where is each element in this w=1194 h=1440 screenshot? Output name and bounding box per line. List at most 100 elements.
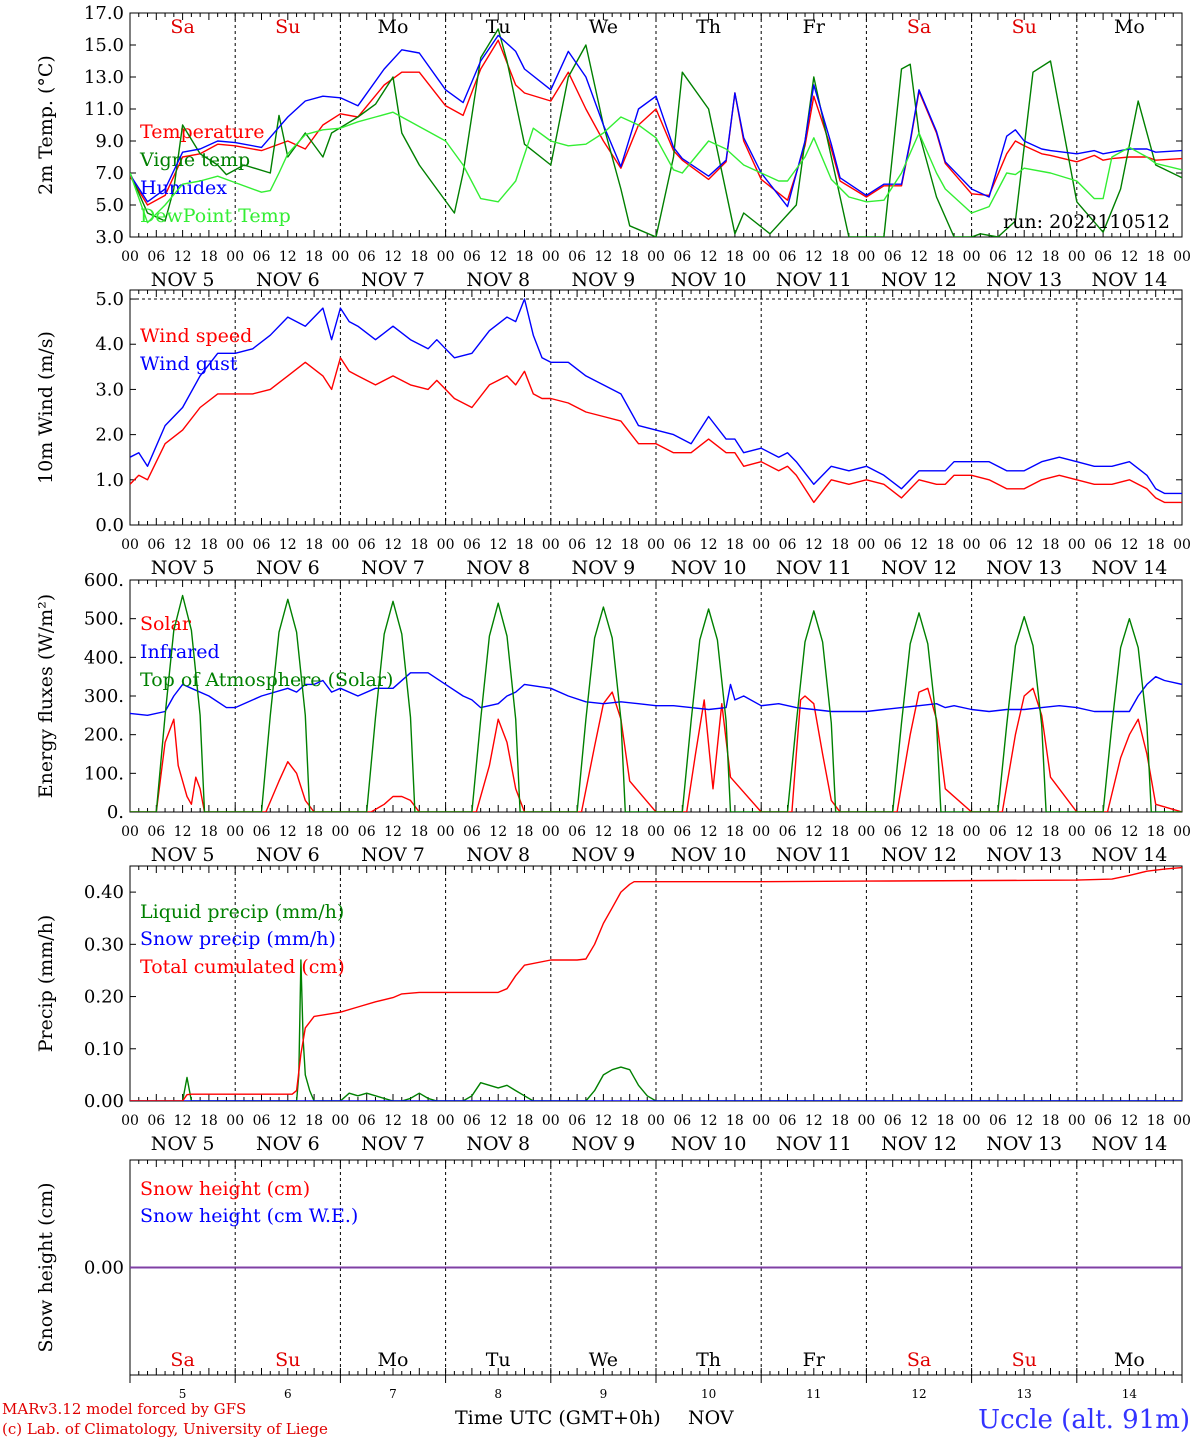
hour-tick-label: 12 [1120, 824, 1138, 840]
series-line-total-cumulated-cm- [130, 866, 1182, 1101]
legend-entry: Snow height (cm W.E.) [140, 1205, 358, 1227]
day-of-week-label: Su [275, 16, 300, 38]
y-axis-label: Energy fluxes (W/m²) [35, 594, 57, 798]
hour-tick-label: 00 [1173, 1113, 1191, 1129]
hour-tick-label: 12 [174, 824, 192, 840]
series-line-top-of-atmosphere-solar- [130, 594, 1182, 812]
hour-tick-label: 00 [121, 537, 139, 553]
y-tick-label: 3.0 [95, 227, 124, 248]
y-tick-label: 0.40 [84, 882, 124, 903]
hour-tick-label: 12 [384, 824, 402, 840]
hour-tick-label: 12 [1015, 1113, 1033, 1129]
hour-tick-label: 18 [200, 537, 218, 553]
hour-tick-label: 00 [1173, 249, 1191, 265]
hour-tick-label: 06 [568, 824, 586, 840]
hour-tick-label: 00 [226, 1113, 244, 1129]
hour-tick-label: 12 [279, 249, 297, 265]
hour-tick-label: 06 [884, 537, 902, 553]
hour-tick-label: 00 [121, 249, 139, 265]
hour-tick-label: 00 [647, 537, 665, 553]
y-tick-label: 5.0 [95, 195, 124, 216]
bottom-day-number: 6 [284, 1387, 292, 1401]
y-tick-label: 0.0 [95, 515, 124, 536]
hour-tick-label: 00 [752, 537, 770, 553]
hour-tick-label: 12 [384, 249, 402, 265]
hour-tick-label: 00 [647, 249, 665, 265]
hour-tick-label: 12 [279, 824, 297, 840]
date-label: NOV 14 [1091, 844, 1167, 866]
hour-tick-label: 00 [226, 249, 244, 265]
date-label: NOV 12 [881, 269, 957, 291]
hour-tick-label: 18 [936, 824, 954, 840]
day-of-week-label: Su [275, 1349, 300, 1371]
hour-tick-label: 18 [1147, 537, 1165, 553]
day-of-week-label: Sa [907, 1349, 931, 1371]
hour-tick-label: 00 [857, 249, 875, 265]
hour-tick-label: 00 [752, 249, 770, 265]
hour-tick-label: 18 [726, 1113, 744, 1129]
hour-tick-label: 06 [989, 249, 1007, 265]
hour-tick-label: 06 [253, 249, 271, 265]
y-tick-label: 4.0 [95, 334, 124, 355]
day-of-week-label: Mo [1114, 1349, 1145, 1371]
y-tick-label: 0.10 [84, 1039, 124, 1060]
date-label: NOV 7 [361, 1133, 425, 1155]
hour-tick-label: 00 [752, 824, 770, 840]
hour-tick-label: 06 [989, 824, 1007, 840]
y-tick-label: 13.0 [84, 67, 124, 88]
hour-tick-label: 00 [226, 537, 244, 553]
day-of-week-label: Tu [486, 16, 511, 38]
hour-tick-label: 12 [594, 824, 612, 840]
hour-tick-label: 06 [779, 537, 797, 553]
day-of-week-label: Sa [170, 16, 194, 38]
series-line-wind-speed [130, 357, 1182, 504]
series-line-infrared [130, 672, 1182, 716]
legend-entry: DewPoint Temp [140, 205, 291, 227]
hour-tick-label: 06 [253, 1113, 271, 1129]
date-label: NOV 13 [986, 557, 1062, 579]
y-tick-label: 3.0 [95, 379, 124, 400]
hour-tick-label: 18 [516, 537, 534, 553]
legend-entry: Top of Atmosphere (Solar) [140, 669, 393, 691]
date-label: NOV 11 [776, 1133, 852, 1155]
hour-tick-label: 12 [805, 1113, 823, 1129]
date-label: NOV 11 [776, 844, 852, 866]
hour-tick-label: 00 [331, 537, 349, 553]
date-label: NOV 14 [1091, 269, 1167, 291]
legend-entry: Infrared [140, 641, 220, 663]
hour-tick-label: 00 [963, 824, 981, 840]
day-of-week-label: Su [1012, 16, 1037, 38]
hour-tick-label: 12 [174, 537, 192, 553]
station-label: Uccle (alt. 91m) [978, 1405, 1190, 1435]
legend-entry: Vigne temp [139, 149, 250, 171]
date-label: NOV 9 [572, 557, 636, 579]
date-label: NOV 11 [776, 557, 852, 579]
hour-tick-label: 12 [805, 824, 823, 840]
hour-tick-label: 00 [437, 537, 455, 553]
day-of-week-label: Tu [486, 1349, 511, 1371]
hour-tick-label: 12 [910, 824, 928, 840]
date-label: NOV 10 [671, 1133, 747, 1155]
date-label: NOV 13 [986, 844, 1062, 866]
y-tick-label: 0.00 [84, 1091, 124, 1112]
bottom-day-number: 8 [494, 1387, 502, 1401]
date-label: NOV 12 [881, 557, 957, 579]
hour-tick-label: 18 [621, 1113, 639, 1129]
day-of-week-label: Th [696, 1349, 721, 1371]
y-axis-label: 10m Wind (m/s) [35, 331, 57, 484]
hour-tick-label: 18 [305, 537, 323, 553]
y-tick-label: 15.0 [84, 35, 124, 56]
legend-entry: Humidex [140, 177, 227, 199]
hour-tick-label: 06 [568, 1113, 586, 1129]
y-tick-label: 200. [84, 725, 124, 746]
hour-tick-label: 12 [279, 1113, 297, 1129]
hour-tick-label: 18 [410, 1113, 428, 1129]
date-label: NOV 5 [151, 557, 215, 579]
hour-tick-label: 00 [857, 1113, 875, 1129]
day-of-week-label: Fr [803, 16, 826, 38]
hour-tick-label: 12 [384, 1113, 402, 1129]
hour-tick-label: 12 [594, 249, 612, 265]
hour-tick-label: 00 [1068, 537, 1086, 553]
hour-tick-label: 06 [884, 1113, 902, 1129]
day-of-week-label: Mo [378, 16, 409, 38]
